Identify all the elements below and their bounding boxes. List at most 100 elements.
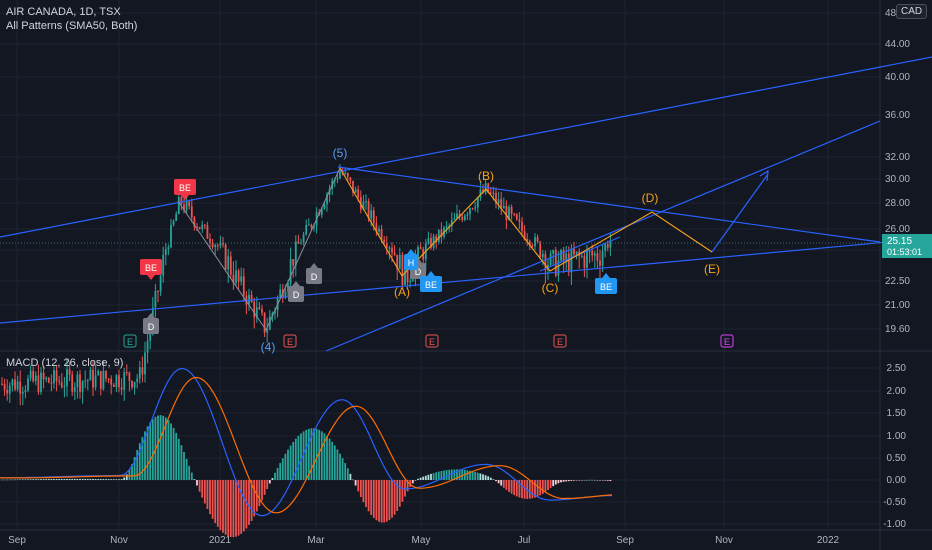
candle[interactable] — [432, 236, 435, 248]
candle[interactable] — [406, 264, 409, 283]
candle[interactable] — [541, 253, 544, 258]
candle[interactable] — [196, 226, 198, 228]
candle[interactable] — [292, 259, 295, 266]
candle[interactable] — [391, 247, 393, 253]
candle[interactable] — [380, 228, 383, 240]
candle[interactable] — [125, 372, 128, 374]
candle[interactable] — [565, 253, 568, 262]
candle[interactable] — [164, 249, 167, 255]
candle[interactable] — [284, 291, 287, 298]
candle[interactable] — [456, 213, 458, 219]
candle[interactable] — [479, 189, 482, 198]
candle[interactable] — [417, 247, 419, 260]
signal-line[interactable] — [0, 376, 613, 514]
doji-marker[interactable]: D — [306, 263, 322, 284]
candle[interactable] — [203, 224, 206, 226]
candle[interactable] — [32, 370, 35, 382]
candle[interactable] — [261, 308, 263, 313]
candle[interactable] — [84, 380, 87, 382]
candle[interactable] — [560, 250, 562, 261]
candle[interactable] — [393, 252, 396, 255]
candle[interactable] — [445, 226, 448, 228]
rising-trend-line[interactable] — [325, 120, 881, 352]
candle[interactable] — [138, 367, 141, 379]
candle[interactable] — [118, 375, 120, 388]
candle[interactable] — [515, 214, 518, 220]
candle[interactable] — [71, 374, 74, 392]
bullish-engulfing-marker[interactable]: BE — [420, 271, 442, 292]
candle[interactable] — [94, 375, 97, 388]
upper-channel-line[interactable] — [0, 56, 932, 238]
candle[interactable] — [97, 371, 100, 376]
candle[interactable] — [222, 242, 224, 245]
candle[interactable] — [50, 382, 53, 384]
candle[interactable] — [263, 312, 266, 333]
candle[interactable] — [157, 291, 159, 293]
candle[interactable] — [146, 340, 149, 353]
candle[interactable] — [112, 384, 115, 388]
candle[interactable] — [21, 391, 24, 394]
candle[interactable] — [450, 219, 453, 226]
candle[interactable] — [378, 228, 380, 232]
doji-marker[interactable]: D — [143, 313, 159, 334]
candle[interactable] — [510, 206, 513, 214]
candle[interactable] — [427, 238, 430, 244]
candle[interactable] — [92, 369, 94, 388]
candle[interactable] — [539, 241, 542, 258]
candle[interactable] — [523, 231, 526, 240]
candle[interactable] — [326, 194, 328, 205]
candle[interactable] — [89, 369, 92, 381]
candle[interactable] — [123, 372, 126, 390]
candle[interactable] — [81, 381, 84, 392]
candle[interactable] — [586, 250, 588, 268]
candle[interactable] — [502, 205, 505, 209]
candle[interactable] — [388, 247, 391, 249]
candle[interactable] — [575, 251, 578, 255]
candle[interactable] — [476, 197, 479, 208]
candle[interactable] — [458, 213, 461, 217]
candle[interactable] — [6, 389, 9, 394]
candle[interactable] — [107, 378, 110, 380]
candle[interactable] — [466, 214, 469, 216]
candle[interactable] — [339, 170, 341, 179]
candle[interactable] — [396, 254, 399, 270]
candle[interactable] — [86, 380, 89, 382]
candle[interactable] — [29, 370, 32, 379]
macd-panel[interactable] — [0, 367, 613, 538]
candle[interactable] — [497, 199, 500, 204]
candle[interactable] — [216, 245, 219, 247]
upcoming-earnings-marker[interactable]: E — [720, 334, 734, 348]
candle[interactable] — [240, 276, 243, 282]
candle[interactable] — [149, 329, 152, 341]
candle[interactable] — [193, 217, 196, 227]
candle[interactable] — [297, 241, 300, 244]
candle[interactable] — [131, 380, 133, 388]
candle[interactable] — [354, 189, 357, 193]
candle[interactable] — [68, 369, 71, 375]
candle[interactable] — [604, 244, 607, 251]
candle[interactable] — [313, 225, 315, 228]
candle[interactable] — [198, 227, 201, 229]
candle[interactable] — [206, 225, 209, 239]
candle[interactable] — [580, 255, 583, 257]
candle[interactable] — [16, 381, 19, 390]
candle[interactable] — [482, 189, 484, 193]
candle[interactable] — [435, 236, 438, 243]
candle[interactable] — [453, 218, 456, 220]
candle[interactable] — [14, 379, 16, 390]
candle[interactable] — [235, 270, 237, 283]
candle[interactable] — [79, 374, 81, 392]
candle[interactable] — [185, 201, 188, 211]
candle[interactable] — [370, 210, 373, 219]
candle[interactable] — [320, 208, 323, 215]
candle[interactable] — [287, 283, 289, 292]
candle[interactable] — [557, 260, 560, 276]
candle[interactable] — [180, 196, 183, 205]
candle[interactable] — [609, 240, 612, 248]
candle[interactable] — [24, 390, 27, 392]
candle[interactable] — [224, 244, 227, 270]
hammer-marker[interactable]: H — [404, 249, 418, 270]
candle[interactable] — [11, 379, 14, 386]
candle[interactable] — [183, 204, 185, 211]
